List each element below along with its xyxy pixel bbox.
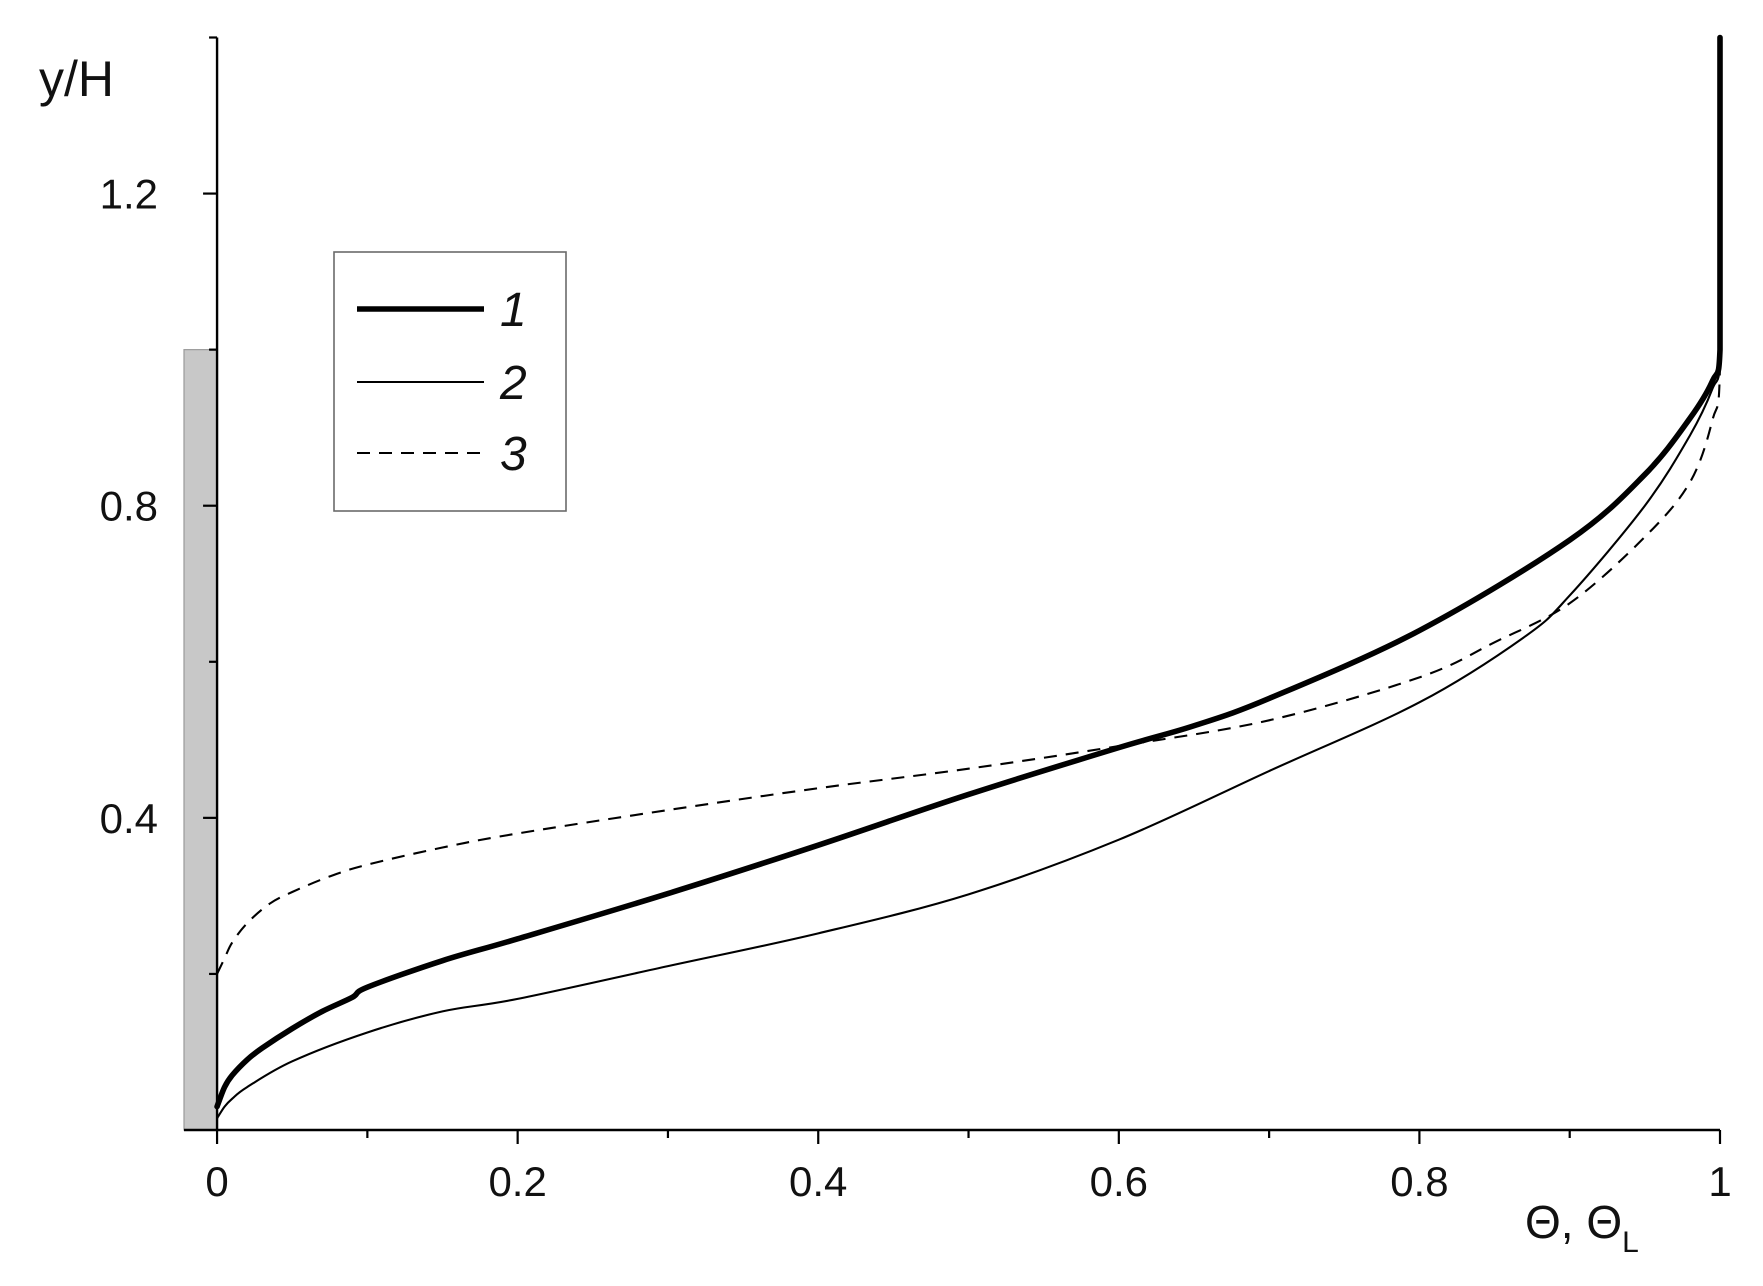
y-tick-label: 0.4 [100, 795, 158, 842]
x-axis-label-main: Θ, Θ [1525, 1196, 1622, 1248]
x-axis-label-subscript: L [1622, 1226, 1639, 1259]
legend: 1 2 3 [333, 251, 567, 512]
series-2-line [216, 36, 1722, 1120]
x-tick-label: 0.4 [789, 1158, 847, 1205]
x-tick-label: 0.2 [488, 1158, 546, 1205]
y-axis-label: y/H [39, 51, 114, 107]
legend-label-2: 2 [499, 357, 527, 410]
series-3-line [216, 37, 1722, 975]
legend-label-3: 3 [500, 428, 527, 481]
plate-shaded-region [183, 349, 218, 1131]
series-1-line [214, 34, 1723, 1110]
plot-area: 0 0.2 0.4 0.6 0.8 1 0.4 0.8 1.2 [100, 34, 1732, 1205]
y-tick-label: 0.8 [100, 483, 158, 530]
x-axis-label: Θ, ΘL [1525, 1196, 1639, 1259]
series-group [214, 34, 1723, 1120]
x-tick-label: 0.8 [1390, 1158, 1448, 1205]
y-ticks: 0.4 0.8 1.2 [100, 36, 218, 976]
y-tick-label: 1.2 [100, 171, 158, 218]
legend-label-1: 1 [500, 284, 527, 337]
x-ticks: 0 0.2 0.4 0.6 0.8 1 [205, 1130, 1732, 1205]
x-tick-label: 0 [205, 1158, 228, 1205]
x-tick-label: 0.6 [1090, 1158, 1148, 1205]
x-tick-label: 1 [1708, 1158, 1731, 1205]
